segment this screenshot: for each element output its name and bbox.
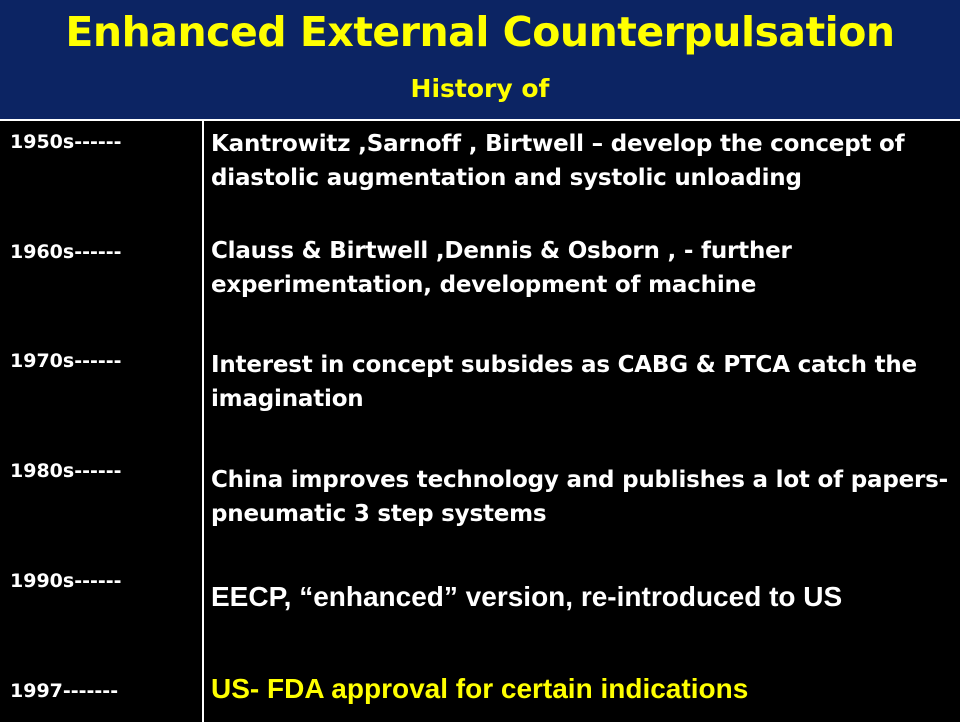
slide-header: Enhanced External Counterpulsation Histo…: [0, 0, 960, 119]
event-1960s: Clauss & Birtwell ,Dennis & Osborn , - f…: [211, 238, 792, 298]
event-1997: US- FDA approval for certain indications: [211, 673, 749, 704]
timeline-table: 1950s------ Kantrowitz ,Sarnoff , Birtwe…: [0, 119, 960, 722]
slide-title: Enhanced External Counterpulsation: [65, 8, 895, 56]
event-1980s: China improves technology and publishes …: [211, 467, 948, 527]
slide-subtitle: History of: [410, 74, 550, 103]
year-1990s: 1990s------: [10, 570, 122, 592]
year-1970s: 1970s------: [10, 350, 122, 372]
column-divider: [202, 121, 204, 722]
event-1970s: Interest in concept subsides as CABG & P…: [211, 352, 917, 412]
year-1980s: 1980s------: [10, 460, 122, 482]
year-1997: 1997-------: [10, 680, 119, 702]
event-1990s: EECP, “enhanced” version, re-introduced …: [211, 581, 843, 612]
year-1950s: 1950s------: [10, 131, 122, 153]
event-1950s: Kantrowitz ,Sarnoff , Birtwell – develop…: [211, 131, 905, 191]
year-1960s: 1960s------: [10, 241, 122, 263]
